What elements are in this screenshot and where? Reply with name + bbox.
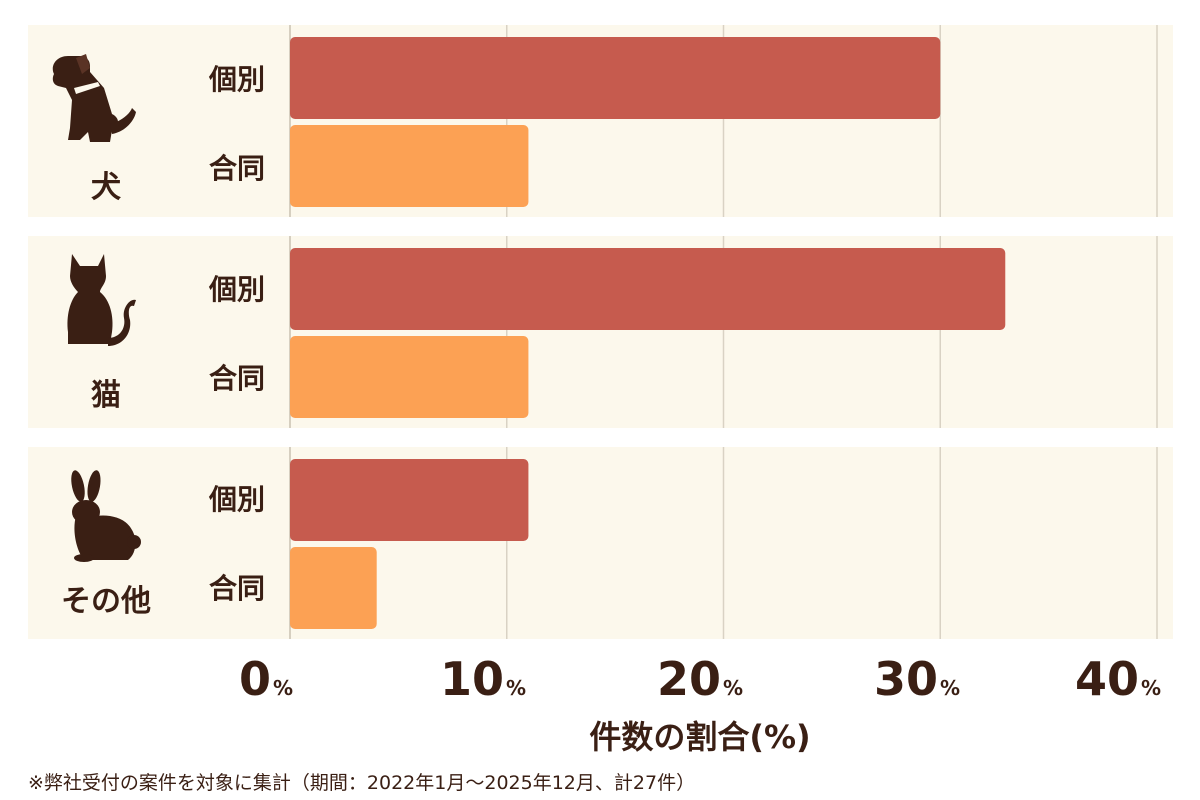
bar-other-individual [290,459,529,541]
bar-cat-individual [290,248,1006,330]
group-label-other: その他 [61,584,151,619]
x-tick-30-unit: % [939,676,961,700]
bar-label-cat-joint: 合同 [208,362,265,395]
x-tick-20: 20% [630,652,770,706]
x-tick-0-unit: % [272,676,294,700]
x-tick-20-number: 20 [656,652,721,706]
rabbit-icon [71,470,141,562]
bar-label-dog-joint: 合同 [208,152,265,185]
bar-label-other-joint: 合同 [208,572,265,605]
bar-label-dog-individual: 個別 [208,63,265,96]
x-tick-0: 0% [196,652,336,706]
dog-icon [52,54,136,142]
x-tick-30: 30% [847,652,987,706]
x-tick-40: 40% [1048,652,1188,706]
x-tick-10: 10% [413,652,553,706]
group-label-dog: 犬 [91,170,121,205]
bar-dog-individual [290,37,941,119]
bar-other-joint [290,547,377,629]
x-tick-10-number: 10 [439,652,504,706]
bar-dog-joint [290,125,529,207]
x-tick-40-unit: % [1140,676,1162,700]
footnote: ※弊社受付の案件を対象に集計（期間：2022年1月～2025年12月、計27件） [28,772,696,794]
x-tick-0-number: 0 [238,652,271,706]
cat-icon [67,254,136,346]
bar-label-other-individual: 個別 [208,483,265,516]
x-axis-title: 件数の割合(%) [589,718,811,756]
x-tick-20-unit: % [722,676,744,700]
group-label-cat: 猫 [91,378,121,413]
x-tick-40-number: 40 [1074,652,1139,706]
group-panel-2 [28,447,1173,639]
bar-cat-joint [290,336,529,418]
x-tick-10-unit: % [505,676,527,700]
x-tick-30-number: 30 [873,652,938,706]
bar-label-cat-individual: 個別 [208,273,265,306]
